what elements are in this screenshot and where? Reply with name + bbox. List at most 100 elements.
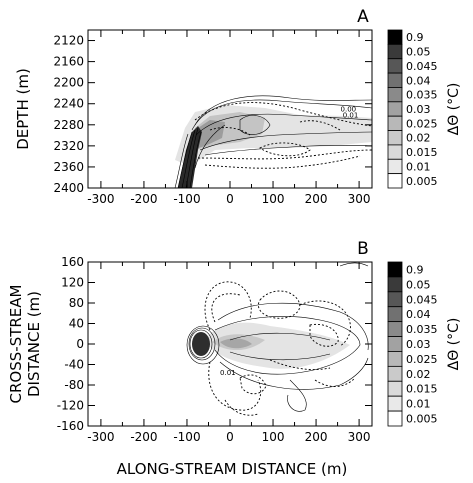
panel-1-ytick-label: 40 bbox=[69, 317, 84, 331]
panel-1-xtick-label: -100 bbox=[173, 430, 200, 444]
colorbar-1-level: 0.035 bbox=[406, 323, 438, 336]
panel-a-plume-stem bbox=[178, 126, 202, 188]
panel-a-contour-labels: 0.000.01 bbox=[341, 106, 359, 120]
colorbar-0-label: ΔΘ (°C) bbox=[446, 83, 462, 136]
panel-1-ytick-label: -40 bbox=[64, 358, 84, 372]
colorbar-1-swatch bbox=[387, 261, 403, 278]
colorbar-0-swatch bbox=[387, 43, 403, 60]
colorbar-0-level: 0.045 bbox=[406, 60, 438, 73]
panel-1-ytick-label: 160 bbox=[61, 255, 84, 269]
panel-a-solid-contours bbox=[191, 95, 372, 169]
panel-0-xtick-label: 100 bbox=[262, 192, 285, 206]
colorbar-0-level: 0.035 bbox=[406, 89, 438, 102]
panel-a-y-ticks: 2120 2160 2200 2240 2280 2320 2360 2400 bbox=[53, 34, 372, 195]
panel-0-ytick-label: 2280 bbox=[53, 118, 84, 132]
panel-b-dashed-contours bbox=[204, 281, 356, 416]
colorbar-1-swatch bbox=[387, 276, 403, 293]
colorbar-0-swatch bbox=[387, 72, 403, 88]
panel-0-xtick-label: -100 bbox=[173, 192, 200, 206]
panel-0-ytick-label: 2200 bbox=[53, 76, 84, 90]
colorbar-0-level: 0.04 bbox=[406, 74, 431, 87]
panel-1-contour-label: 0.01 bbox=[220, 369, 236, 377]
colorbar-1-level: 0.01 bbox=[406, 398, 431, 411]
panel-0-xtick-label: -200 bbox=[130, 192, 157, 206]
panel-a-stem-contours bbox=[174, 127, 202, 188]
panel-0-ytick-label: 2400 bbox=[53, 181, 84, 195]
colorbar-0-swatch bbox=[387, 115, 403, 131]
panel-b-ylabel: CROSS-STREAM DISTANCE (m) bbox=[7, 285, 43, 404]
panel-1-ytick-label: 120 bbox=[61, 276, 84, 290]
panel-1-xtick-label: -200 bbox=[130, 430, 157, 444]
colorbar-0-level: 0.02 bbox=[406, 132, 431, 145]
panel-1-ytick-label: -80 bbox=[64, 378, 84, 392]
colorbar-0-swatch bbox=[387, 101, 403, 117]
panel-b-y-ticks: 160 120 80 40 0 -40 -80 -120 -160 bbox=[57, 255, 372, 433]
colorbar-1-level: 0.03 bbox=[406, 338, 431, 351]
panel-b-contour-labels: 0.01 bbox=[220, 369, 236, 377]
panel-0-xtick-label: -300 bbox=[87, 192, 114, 206]
colorbar-1-level: 0.025 bbox=[406, 353, 438, 366]
panel-1-xtick-label: 300 bbox=[348, 430, 371, 444]
panel-a-field bbox=[174, 95, 372, 188]
panel-b-ylabel-line2: DISTANCE (m) bbox=[25, 291, 43, 397]
colorbar-1-swatch bbox=[387, 365, 403, 382]
panel-0-xtick-label: 200 bbox=[305, 192, 328, 206]
colorbar-0-swatch bbox=[387, 87, 403, 103]
colorbar-0-level: 0.03 bbox=[406, 103, 431, 116]
colorbar-1-swatch bbox=[387, 351, 403, 367]
colorbar-1-level: 0.05 bbox=[406, 278, 431, 291]
panel-0-xtick-label: 0 bbox=[226, 192, 234, 206]
colorbar-0-swatch bbox=[387, 29, 403, 45]
panel-1-xtick-label: 200 bbox=[305, 430, 328, 444]
colorbar-1-swatch bbox=[387, 291, 403, 308]
panel-b-ylabel-line1: CROSS-STREAM bbox=[7, 285, 25, 404]
colorbar-1-level: 0.015 bbox=[406, 383, 438, 396]
panel-b-source bbox=[186, 325, 220, 365]
colorbar-a: 0.90.050.0450.040.0350.030.0250.020.0150… bbox=[387, 29, 462, 189]
panel-1-ytick-label: 80 bbox=[69, 296, 84, 310]
panel-b-solid-contours bbox=[214, 262, 369, 412]
colorbar-1-swatch bbox=[387, 321, 403, 337]
colorbar-0-level: 0.025 bbox=[406, 117, 438, 130]
panel-b: -300 -200 -100 0 100 200 300 160 120 80 40 0 -40 -80… bbox=[7, 239, 373, 444]
colorbar-0-swatch bbox=[387, 158, 403, 175]
panel-0-ytick-label: 2120 bbox=[53, 34, 84, 48]
colorbar-0-level: 0.9 bbox=[406, 31, 424, 44]
panel-a-x-ticks: -300 -200 -100 0 100 200 300 bbox=[87, 30, 371, 206]
panel-1-xtick-label: 100 bbox=[262, 430, 285, 444]
panel-1-ytick-label: -160 bbox=[57, 419, 84, 433]
colorbar-1-level: 0.04 bbox=[406, 308, 431, 321]
panel-1-ytick-label: -120 bbox=[57, 399, 84, 413]
panel-0-xtick-label: 300 bbox=[348, 192, 371, 206]
colorbar-1-swatch bbox=[387, 336, 403, 352]
colorbar-1-label: ΔΘ (°C) bbox=[446, 318, 462, 371]
colorbar-1-level: 0.02 bbox=[406, 368, 431, 381]
colorbar-0-swatch bbox=[387, 130, 403, 146]
colorbar-1-level: 0.045 bbox=[406, 293, 438, 306]
panel-0-ytick-label: 2320 bbox=[53, 139, 84, 153]
panel-1-xtick-label: -300 bbox=[87, 430, 114, 444]
panel-b-field bbox=[186, 262, 369, 416]
colorbar-0-swatch bbox=[387, 173, 403, 189]
colorbar-1-level: 0.9 bbox=[406, 263, 424, 276]
panel-a: -300 -200 -100 0 100 200 300 2120 2160 2200 2240 2… bbox=[14, 7, 373, 206]
panel-0-ytick-label: 2160 bbox=[53, 55, 84, 69]
colorbar-1-swatch bbox=[387, 395, 403, 412]
panel-a-label: A bbox=[357, 7, 369, 27]
panel-0-ytick-label: 2240 bbox=[53, 97, 84, 111]
colorbar-0-level: 0.015 bbox=[406, 146, 438, 159]
panel-0-contour-label: 0.01 bbox=[343, 111, 359, 119]
colorbar-0-level: 0.005 bbox=[406, 175, 438, 188]
colorbar-0-level: 0.01 bbox=[406, 160, 431, 173]
colorbar-1-swatch bbox=[387, 306, 403, 323]
panel-a-dashed-contours bbox=[194, 102, 372, 169]
colorbar-1-swatch bbox=[387, 380, 403, 397]
panel-1-ytick-label: 0 bbox=[76, 337, 84, 351]
colorbar-0-level: 0.05 bbox=[406, 46, 431, 59]
panel-1-xtick-label: 0 bbox=[226, 430, 234, 444]
x-axis-label: ALONG-STREAM DISTANCE (m) bbox=[117, 460, 348, 478]
panel-0-contour-label: 0.00 bbox=[341, 106, 357, 114]
colorbar-0-swatch bbox=[387, 58, 403, 74]
colorbar-1-swatch bbox=[387, 410, 403, 427]
